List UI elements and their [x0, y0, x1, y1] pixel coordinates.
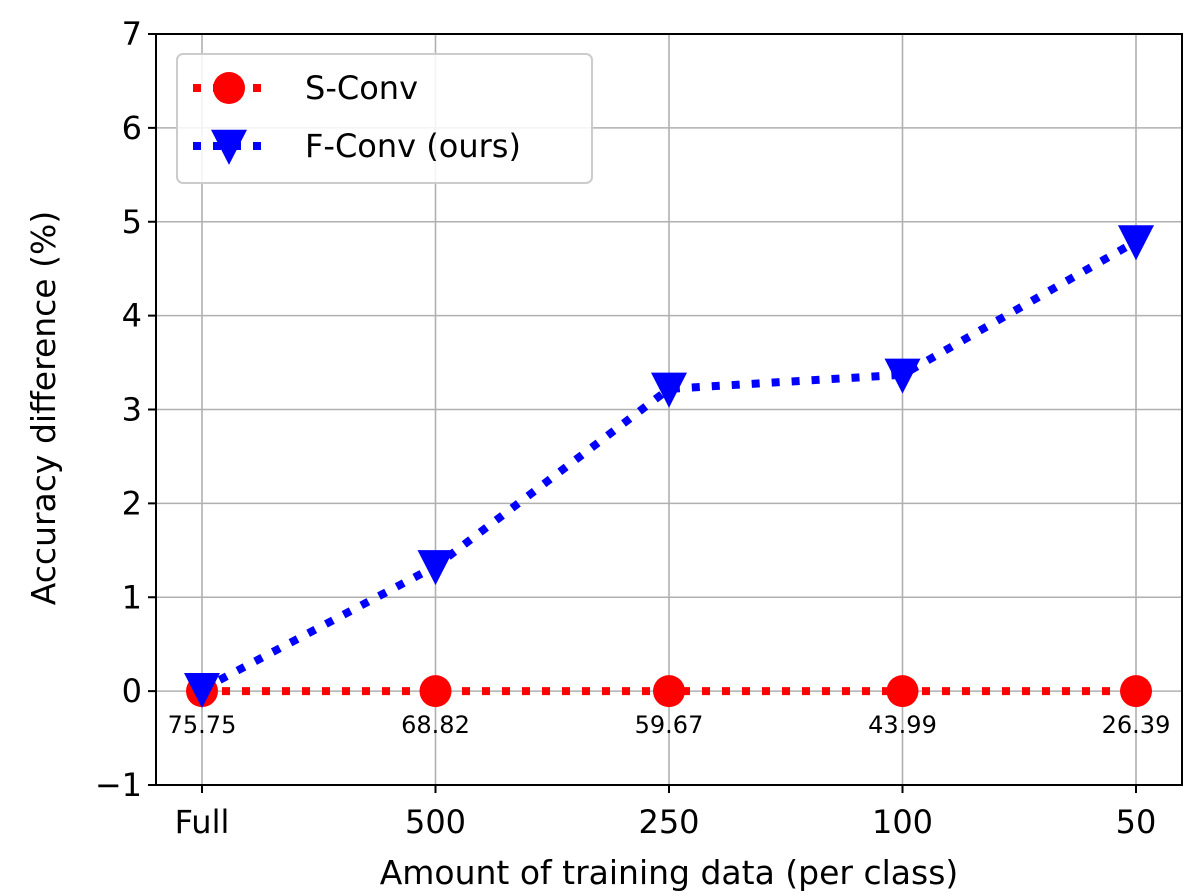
data-point	[651, 372, 687, 408]
y-tick-label: 5	[122, 203, 142, 241]
data-point	[417, 550, 454, 586]
y-tick-label: 6	[122, 109, 142, 147]
x-tick-label: Full	[175, 803, 230, 841]
legend: S-Conv F-Conv (ours)	[176, 53, 593, 184]
data-label: 59.67	[635, 711, 704, 739]
data-point	[1120, 675, 1152, 708]
y-tick-label: 1	[122, 578, 142, 616]
data-label: 26.39	[1102, 711, 1171, 739]
x-tick-label: 50	[1116, 803, 1157, 841]
y-tick-label: 2	[122, 484, 142, 522]
series-group	[184, 225, 1154, 709]
data-label: 43.99	[868, 711, 937, 739]
data-label: 68.82	[401, 711, 470, 739]
y-tick-label: 3	[122, 391, 142, 429]
x-tick-label: 100	[872, 803, 933, 841]
legend-entry: F-Conv (ours)	[193, 127, 521, 165]
x-tick-label: 250	[638, 803, 699, 841]
data-point	[184, 673, 220, 709]
data-point	[419, 675, 452, 708]
ticks: Full 500 250 100 50 −1 0 1 2 3 4 5 6 7	[95, 15, 1157, 841]
data-point	[886, 675, 919, 708]
legend-label: F-Conv (ours)	[305, 127, 521, 165]
legend-label: S-Conv	[305, 69, 418, 107]
x-axis-title: Amount of training data (per class)	[380, 853, 959, 892]
y-tick-label: 0	[122, 672, 142, 710]
y-tick-label: −1	[95, 766, 142, 804]
legend-marker	[211, 129, 247, 165]
y-axis-title: Accuracy difference (%)	[24, 211, 63, 605]
data-point	[1118, 225, 1154, 261]
series-f-conv	[184, 225, 1154, 709]
data-point	[653, 675, 685, 708]
data-label: 75.75	[168, 711, 237, 739]
point-labels: 75.75 68.82 59.67 43.99 26.39	[168, 711, 1171, 739]
series-line	[200, 237, 1138, 693]
y-tick-label: 7	[122, 15, 142, 53]
y-tick-label: 4	[122, 297, 142, 335]
legend-box	[176, 53, 593, 184]
legend-marker	[213, 72, 245, 104]
legend-entry: S-Conv	[193, 69, 418, 107]
data-point	[884, 358, 921, 394]
x-tick-label: 500	[405, 803, 466, 841]
